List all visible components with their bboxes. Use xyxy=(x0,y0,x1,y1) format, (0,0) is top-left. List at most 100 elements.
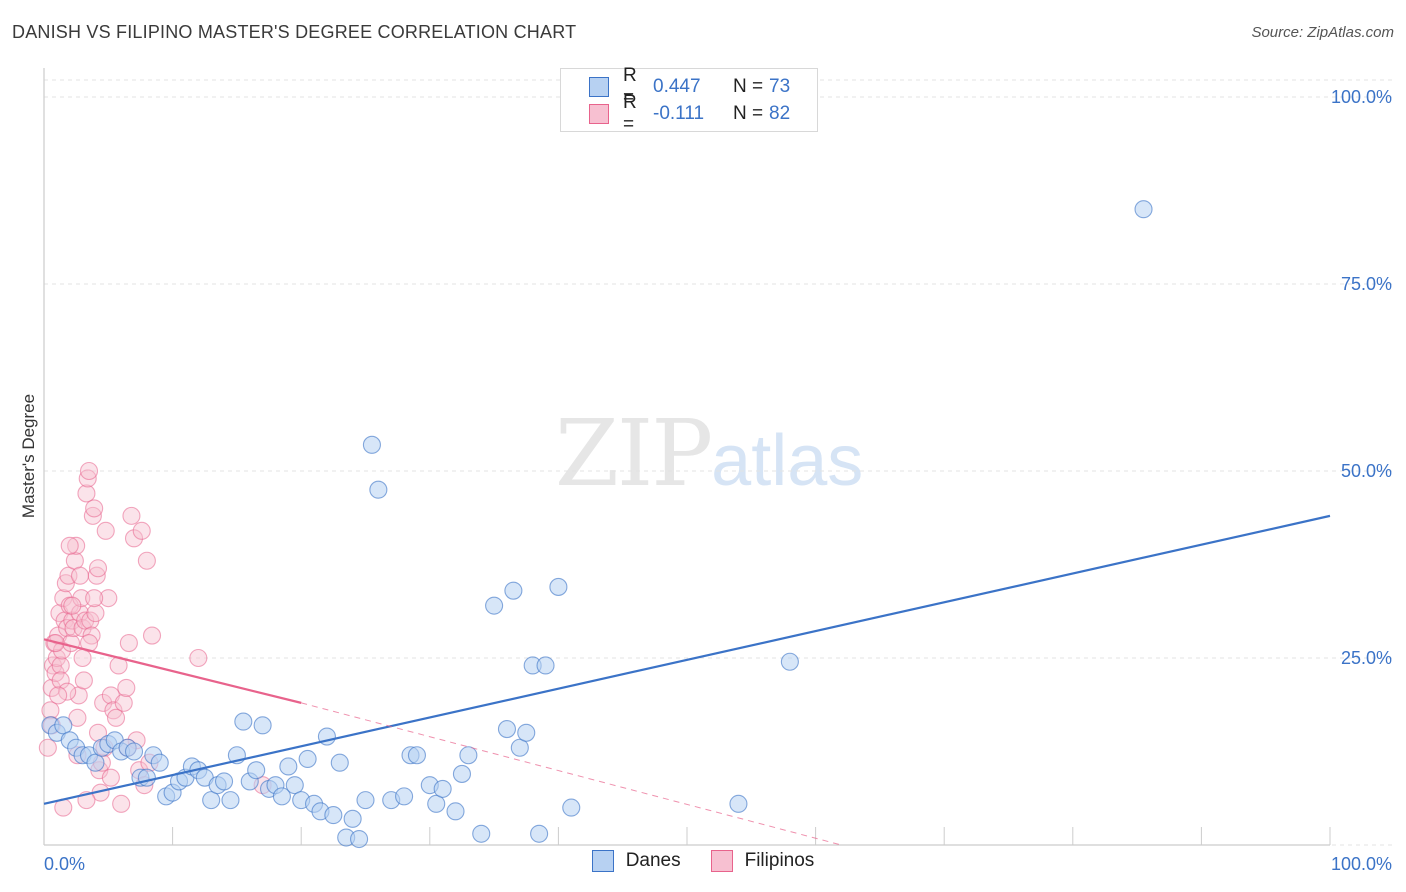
filipinos-point xyxy=(88,559,108,578)
filipinos-point xyxy=(73,619,92,638)
danes-point xyxy=(780,652,799,671)
danes-point xyxy=(530,824,549,843)
danes-point xyxy=(86,753,105,772)
danes-point xyxy=(272,787,291,806)
danes-point xyxy=(279,757,298,776)
y-tick-label: 50.0% xyxy=(1341,461,1392,481)
trend-lines xyxy=(43,514,1331,846)
source-label: Source: ZipAtlas.com xyxy=(1251,24,1394,41)
filipinos-point xyxy=(99,589,118,608)
filipinos-swatch xyxy=(710,850,733,872)
danes-point xyxy=(452,764,472,783)
filipinos-point xyxy=(122,506,141,525)
filipinos-point xyxy=(67,536,86,555)
danes-point xyxy=(395,787,414,806)
filipinos-point xyxy=(106,708,126,727)
danes-point xyxy=(350,829,369,849)
danes-point xyxy=(562,798,581,817)
filipinos-point xyxy=(38,738,57,757)
filipinos-point xyxy=(96,521,115,540)
n-value: 82 xyxy=(769,103,791,124)
filipinos-point xyxy=(114,693,133,712)
filipinos-point xyxy=(51,671,70,690)
filipinos-point xyxy=(117,678,136,697)
chart-title: DANISH VS FILIPINO MASTER'S DEGREE CORRE… xyxy=(12,22,577,42)
x-tick-label: 100.0% xyxy=(1331,854,1392,874)
legend-item-filipinos[interactable]: Filipinos xyxy=(710,850,815,872)
filipinos-point xyxy=(74,671,93,690)
danes-point xyxy=(504,581,523,600)
danes-point xyxy=(324,806,343,825)
filipinos-point xyxy=(58,682,77,701)
danes-point xyxy=(362,435,381,454)
grid-lines xyxy=(44,79,1392,846)
filipinos-point xyxy=(83,506,102,525)
danes-point xyxy=(214,772,234,791)
n-label: N = xyxy=(733,76,764,97)
filipinos-point xyxy=(54,589,73,608)
filipinos-point xyxy=(51,656,70,675)
danes-point xyxy=(137,768,156,787)
legend-item-danes[interactable]: Danes xyxy=(591,850,681,872)
n-label: N = xyxy=(733,103,764,124)
danes-point xyxy=(234,712,253,731)
danes-point xyxy=(54,716,73,735)
filipinos-trend-extension xyxy=(301,702,842,846)
filipinos-point xyxy=(72,589,91,608)
danes-point xyxy=(472,824,491,843)
danes-point xyxy=(485,596,504,615)
filipinos-point xyxy=(124,529,144,548)
danes-point xyxy=(343,809,362,828)
filipinos-point xyxy=(77,484,96,503)
danes-point xyxy=(369,480,388,499)
filipinos-point xyxy=(85,589,104,608)
danes-point xyxy=(407,746,426,765)
filipinos-point xyxy=(119,633,138,653)
danes-point xyxy=(247,761,266,780)
danes-point xyxy=(427,794,446,813)
filipinos-point xyxy=(63,596,82,615)
filipinos-point xyxy=(56,574,75,593)
filipinos-swatch xyxy=(589,104,609,124)
danes-point xyxy=(150,753,169,772)
filipinos-trend-line xyxy=(43,638,302,704)
filipinos-point xyxy=(73,648,92,668)
x-tick-label: 0.0% xyxy=(44,854,85,874)
y-tick-label: 25.0% xyxy=(1341,648,1392,668)
danes-point xyxy=(517,723,536,742)
filipinos-point xyxy=(42,678,61,697)
filipinos-point xyxy=(86,604,105,623)
danes-label: Danes xyxy=(625,850,681,871)
filipinos-point xyxy=(68,708,87,727)
danes-point xyxy=(510,738,529,757)
filipinos-point xyxy=(112,794,131,813)
watermark-atlas: atlas xyxy=(711,421,864,501)
r-value: 0.447 xyxy=(653,76,701,97)
filipinos-point xyxy=(104,701,123,720)
danes-point xyxy=(549,577,568,596)
danes-point xyxy=(1134,200,1153,219)
filipinos-point xyxy=(189,648,208,668)
danes-point xyxy=(298,749,317,769)
danes-point xyxy=(202,791,221,810)
filipinos-point xyxy=(82,626,101,645)
filipinos-point xyxy=(60,536,79,555)
danes-point xyxy=(253,716,272,735)
r-value: -0.111 xyxy=(653,103,705,124)
n-value: 73 xyxy=(769,76,791,97)
danes-points xyxy=(41,200,1153,849)
filipinos-label: Filipinos xyxy=(744,850,815,871)
danes-swatch xyxy=(591,850,614,872)
danes-point xyxy=(497,720,517,739)
series-legend: Danes Filipinos xyxy=(0,850,1406,872)
filipinos-point xyxy=(137,551,156,570)
filipinos-point xyxy=(94,693,113,712)
danes-swatch xyxy=(589,77,609,97)
y-tick-label: 100.0% xyxy=(1331,87,1392,107)
danes-point xyxy=(330,753,349,772)
filipinos-point xyxy=(101,768,120,787)
correlation-legend: R = 0.447 N = 73 R = -0.111 N = 82 xyxy=(560,65,818,135)
danes-point xyxy=(356,791,375,810)
filipinos-point xyxy=(85,499,104,518)
